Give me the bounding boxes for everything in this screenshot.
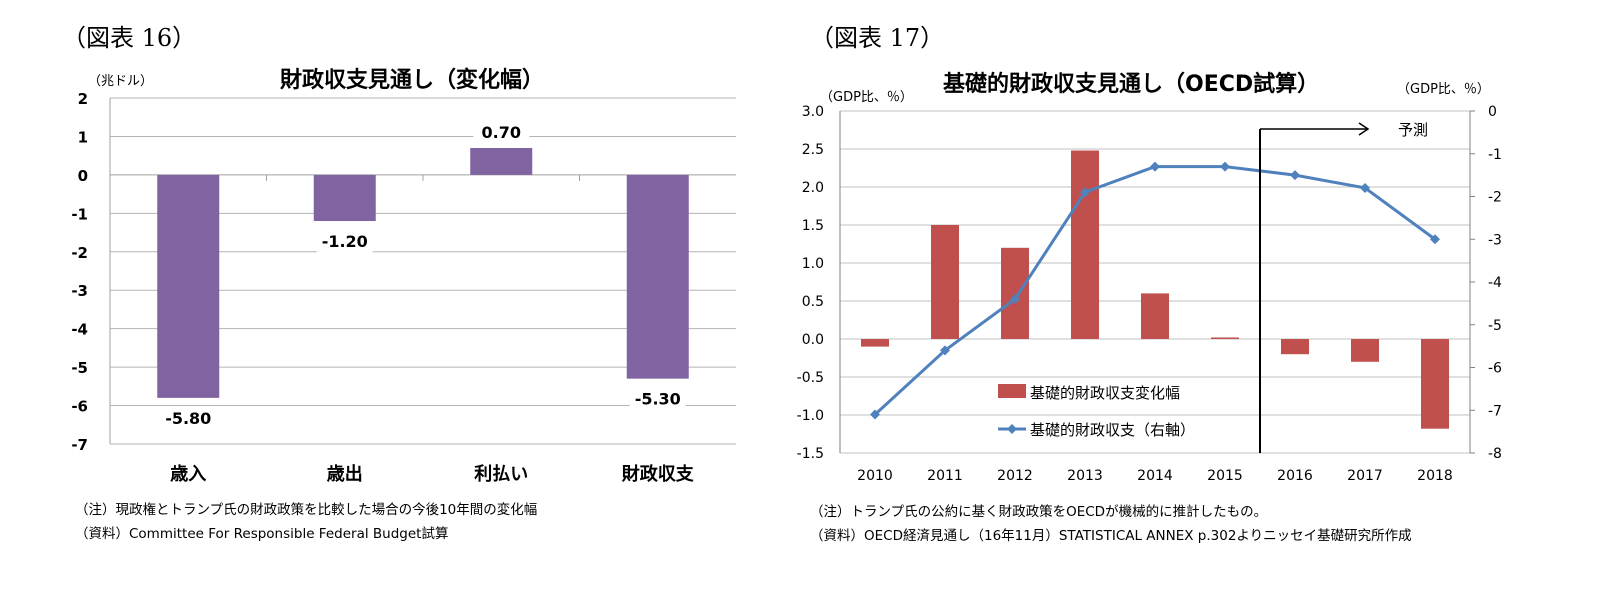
- data-label: -5.80: [165, 409, 211, 428]
- y-right-tick-label: -8: [1488, 446, 1502, 462]
- y-right-tick-label: -3: [1488, 232, 1502, 248]
- y-left-tick-label: 2.5: [802, 142, 824, 158]
- data-label-bg: [160, 406, 217, 430]
- y-left-tick-label: 2.0: [802, 180, 824, 196]
- y-tick-label: -1: [71, 205, 88, 223]
- y-left-tick-label: 0.5: [802, 294, 824, 310]
- y-left-tick-label: 1.5: [802, 218, 824, 234]
- data-label-bg: [473, 120, 530, 144]
- forecast-label: 予測: [1398, 121, 1428, 139]
- line-marker: [1290, 170, 1300, 181]
- chart1-unit: （兆ドル）: [88, 74, 154, 89]
- x-category-label: 財政収支: [622, 463, 695, 485]
- x-tick-label: 2012: [997, 468, 1033, 484]
- x-tick-label: 2018: [1417, 468, 1453, 484]
- y-tick-label: 0: [78, 167, 88, 185]
- legend-line-label: 基礎的財政収支（右軸）: [1030, 421, 1195, 439]
- line-marker: [870, 409, 880, 420]
- y-left-tick-label: 3.0: [802, 104, 824, 120]
- legend-bar-label: 基礎的財政収支変化幅: [1030, 384, 1180, 402]
- bar: [470, 147, 533, 175]
- x-tick-label: 2011: [927, 468, 963, 484]
- y-tick-label: -5: [71, 359, 88, 377]
- x-category-label: 歳出: [327, 463, 363, 485]
- legend-bar-swatch: [998, 384, 1026, 398]
- legend-line-marker: [1007, 424, 1017, 434]
- line-marker: [1360, 182, 1370, 193]
- bar: [931, 225, 959, 339]
- x-tick-label: 2010: [857, 468, 893, 484]
- line-marker: [1220, 161, 1230, 172]
- bar: [1001, 247, 1029, 339]
- x-tick-label: 2016: [1277, 468, 1313, 484]
- data-label: -5.30: [635, 390, 681, 409]
- y-left-tick-label: 1.0: [802, 256, 824, 272]
- bar: [626, 174, 689, 379]
- y-left-tick-label: 0.0: [802, 332, 824, 348]
- y-left-tick-label: -1.5: [797, 446, 824, 462]
- bar: [861, 339, 889, 347]
- line-marker: [1150, 161, 1160, 172]
- x-category-label: 利払い: [474, 463, 528, 485]
- y-right-tick-label: -7: [1488, 403, 1502, 419]
- line-marker: [940, 345, 950, 356]
- y-right-tick-label: -4: [1488, 275, 1502, 291]
- x-tick-label: 2015: [1207, 468, 1243, 484]
- y-tick-label: -4: [71, 321, 88, 339]
- line-marker: [1010, 294, 1020, 305]
- bar: [1351, 339, 1379, 362]
- bar: [1421, 339, 1449, 429]
- y-right-tick-label: -6: [1488, 361, 1502, 377]
- line-marker: [1080, 187, 1090, 198]
- y-left-tick-label: -1.0: [797, 408, 824, 424]
- y-tick-label: -2: [71, 244, 88, 262]
- chart2-note: （注）トランプ氏の公約に基く財政政策をOECDが機械的に推計したもの。: [810, 504, 1268, 520]
- bar: [1211, 337, 1239, 339]
- data-label-bg: [316, 230, 373, 254]
- bar: [1281, 339, 1309, 355]
- y-tick-label: -3: [71, 282, 88, 300]
- x-tick-label: 2017: [1347, 468, 1383, 484]
- data-label: -1.20: [322, 232, 368, 251]
- y-tick-label: -6: [71, 398, 88, 416]
- data-label-bg: [629, 387, 686, 411]
- x-category-label: 歳入: [170, 464, 206, 485]
- bar: [157, 174, 220, 398]
- chart1-note: （注）現政権とトランプ氏の財政政策を比較した場合の今後10年間の変化幅: [75, 502, 538, 518]
- figure-16-label: （図表 16）: [62, 24, 197, 52]
- x-tick-label: 2014: [1137, 468, 1173, 484]
- y-right-tick-label: -2: [1488, 190, 1502, 206]
- bar: [1071, 150, 1099, 339]
- y-right-tick-label: -1: [1488, 147, 1502, 163]
- figure-17-label: （図表 17）: [810, 24, 945, 52]
- bar: [313, 174, 376, 222]
- y-right-tick-label: 0: [1488, 104, 1497, 120]
- chart2-unit-left: （GDP比、％）: [820, 90, 913, 105]
- y-tick-label: 1: [78, 128, 88, 146]
- x-tick-label: 2013: [1067, 468, 1103, 484]
- forecast-arrowhead: [1358, 122, 1370, 136]
- y-right-tick-label: -5: [1488, 318, 1502, 334]
- bar: [1141, 293, 1169, 339]
- y-tick-label: -7: [71, 436, 88, 454]
- y-left-tick-label: -0.5: [797, 370, 824, 386]
- chart2-source: （資料）OECD経済見通し（16年11月）STATISTICAL ANNEX p…: [810, 528, 1412, 544]
- chart1-title: 財政収支見通し（変化幅）: [280, 68, 545, 93]
- line-marker: [1430, 234, 1440, 245]
- chart1-source: （資料）Committee For Responsible Federal Bu…: [75, 526, 449, 542]
- data-label: 0.70: [482, 123, 521, 142]
- chart2-title: 基礎的財政収支見通し（OECD試算）: [943, 72, 1320, 97]
- chart2-unit-right: （GDP比、％）: [1397, 82, 1490, 97]
- y-tick-label: 2: [78, 90, 88, 108]
